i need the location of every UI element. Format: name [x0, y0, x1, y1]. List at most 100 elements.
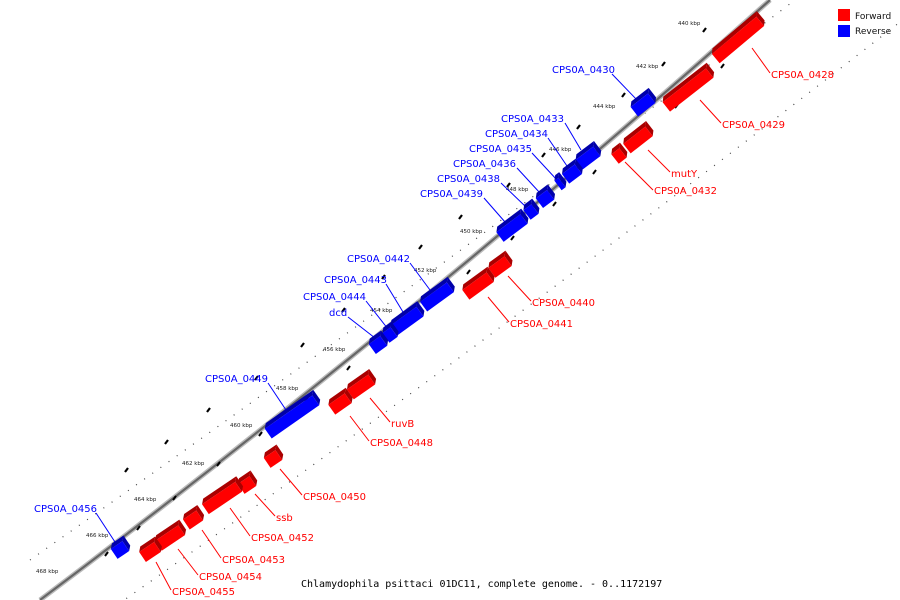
genome-backbone [38, 0, 772, 600]
leader-line [611, 73, 638, 101]
gene-box-top [711, 11, 757, 55]
tick-mark [552, 201, 557, 207]
gene-cps0a-0453 [183, 504, 205, 530]
gene-cps0a-0448 [328, 387, 353, 415]
leader-line [487, 296, 510, 323]
leader-line [507, 275, 532, 302]
gene-labels: CPS0A_0428 CPS0A_0429 CPS0A_0430 mutY CPS0A_… [34, 65, 834, 598]
gene-box [420, 282, 454, 312]
leader-lines [95, 47, 771, 591]
gene-cps0a-0432 [611, 142, 628, 164]
leader-line [624, 161, 654, 191]
inner-dotted-guide [123, 21, 900, 600]
tick-mark [720, 63, 725, 69]
gene-box [623, 126, 653, 154]
gene-box-side [546, 184, 555, 200]
gene-box-side [558, 172, 567, 188]
tick-mark [136, 525, 141, 531]
gene-cps0a-0429 [662, 62, 715, 112]
gene-box-side [520, 208, 529, 224]
leader-line [516, 167, 541, 194]
gene-box-side [249, 470, 258, 487]
gene-box-top [535, 184, 548, 199]
gene-box [535, 189, 555, 209]
gene-box [183, 510, 203, 530]
gene-label: CPS0A_0438 [437, 174, 500, 185]
leader-line [201, 529, 222, 559]
gene-box [346, 374, 376, 400]
gene-box-side [368, 369, 377, 385]
gene-box [488, 256, 512, 278]
gene-box-top [390, 301, 418, 326]
tick-mark [300, 342, 305, 348]
legend-label-reverse: Reverse [855, 27, 892, 37]
gene-box-top [420, 276, 448, 302]
gene-cps0a-0449 [264, 389, 321, 439]
gene-box-side [574, 158, 583, 174]
gene-label: CPS0A_0452 [251, 533, 314, 544]
gene-cps0a-0444 [382, 321, 399, 343]
gene-cps0a-0435 [554, 172, 567, 191]
tick-label: 458 kbp [276, 386, 299, 392]
gene-box [202, 481, 242, 515]
gene-box-top [630, 87, 649, 108]
legend: Forward Reverse [838, 9, 892, 37]
gene-label: CPS0A_0444 [303, 292, 366, 303]
gene-box [264, 395, 320, 439]
gene-box-top [263, 444, 277, 458]
gene-label: CPS0A_0442 [347, 254, 410, 265]
gene-box-top [139, 536, 156, 553]
gene-label: mutY [671, 169, 698, 180]
gene-box-top [155, 519, 180, 541]
gene-box-top [611, 142, 620, 155]
gene-box [139, 541, 161, 563]
tick-mark [104, 551, 109, 557]
gene-box-side [380, 330, 389, 346]
gene-box-side [416, 301, 425, 317]
gene-label: CPS0A_0434 [485, 129, 548, 140]
gene-box-top [496, 208, 522, 233]
gene-cps0a-0439 [496, 208, 529, 242]
gene-label: CPS0A_0436 [453, 159, 516, 170]
gene-box [382, 327, 398, 343]
tick-mark [592, 169, 597, 175]
gene-box-top [368, 330, 382, 345]
leader-line [500, 182, 527, 208]
leader-line [369, 397, 391, 423]
gene-cps0a-0433 [575, 140, 602, 170]
tick-mark [621, 92, 626, 98]
gene-box-top [462, 266, 488, 290]
tick-label: 454 kbp [370, 308, 393, 314]
legend-swatch-forward [838, 9, 850, 21]
gene-label: CPS0A_0455 [172, 587, 235, 598]
gene-dcd [368, 330, 389, 354]
tick-label: 462 kbp [182, 461, 205, 467]
gene-box-side [178, 519, 187, 536]
gene-box-side [619, 142, 628, 158]
tick-label: 440 kbp [678, 21, 701, 27]
gene-box-side [647, 87, 657, 103]
leader-line [254, 493, 276, 517]
gene-box [390, 306, 424, 336]
gene-box-top [662, 62, 707, 103]
tick-label: 446 kbp [549, 147, 572, 153]
gene-cps0a-0441 [462, 266, 495, 300]
legend-swatch-reverse [838, 25, 850, 37]
legend-entry-reverse: Reverse [838, 25, 892, 37]
gene-label: CPS0A_0441 [510, 319, 573, 330]
gene-box-side [275, 444, 284, 461]
leader-line [177, 548, 199, 576]
gene-box-top [110, 535, 124, 549]
genome-caption: Chlamydophila psittaci 01DC11, complete … [301, 579, 662, 590]
gene-label: CPS0A_0430 [552, 65, 615, 76]
gene-box-side [344, 387, 353, 404]
gene-box [662, 68, 714, 112]
tick-mark [661, 61, 666, 67]
gene-features [110, 11, 765, 563]
tick-label: 442 kbp [636, 64, 659, 70]
leader-line [95, 512, 116, 543]
gene-box-side [390, 321, 399, 337]
gene-label: dcd [329, 308, 347, 319]
tick-mark [172, 495, 177, 501]
